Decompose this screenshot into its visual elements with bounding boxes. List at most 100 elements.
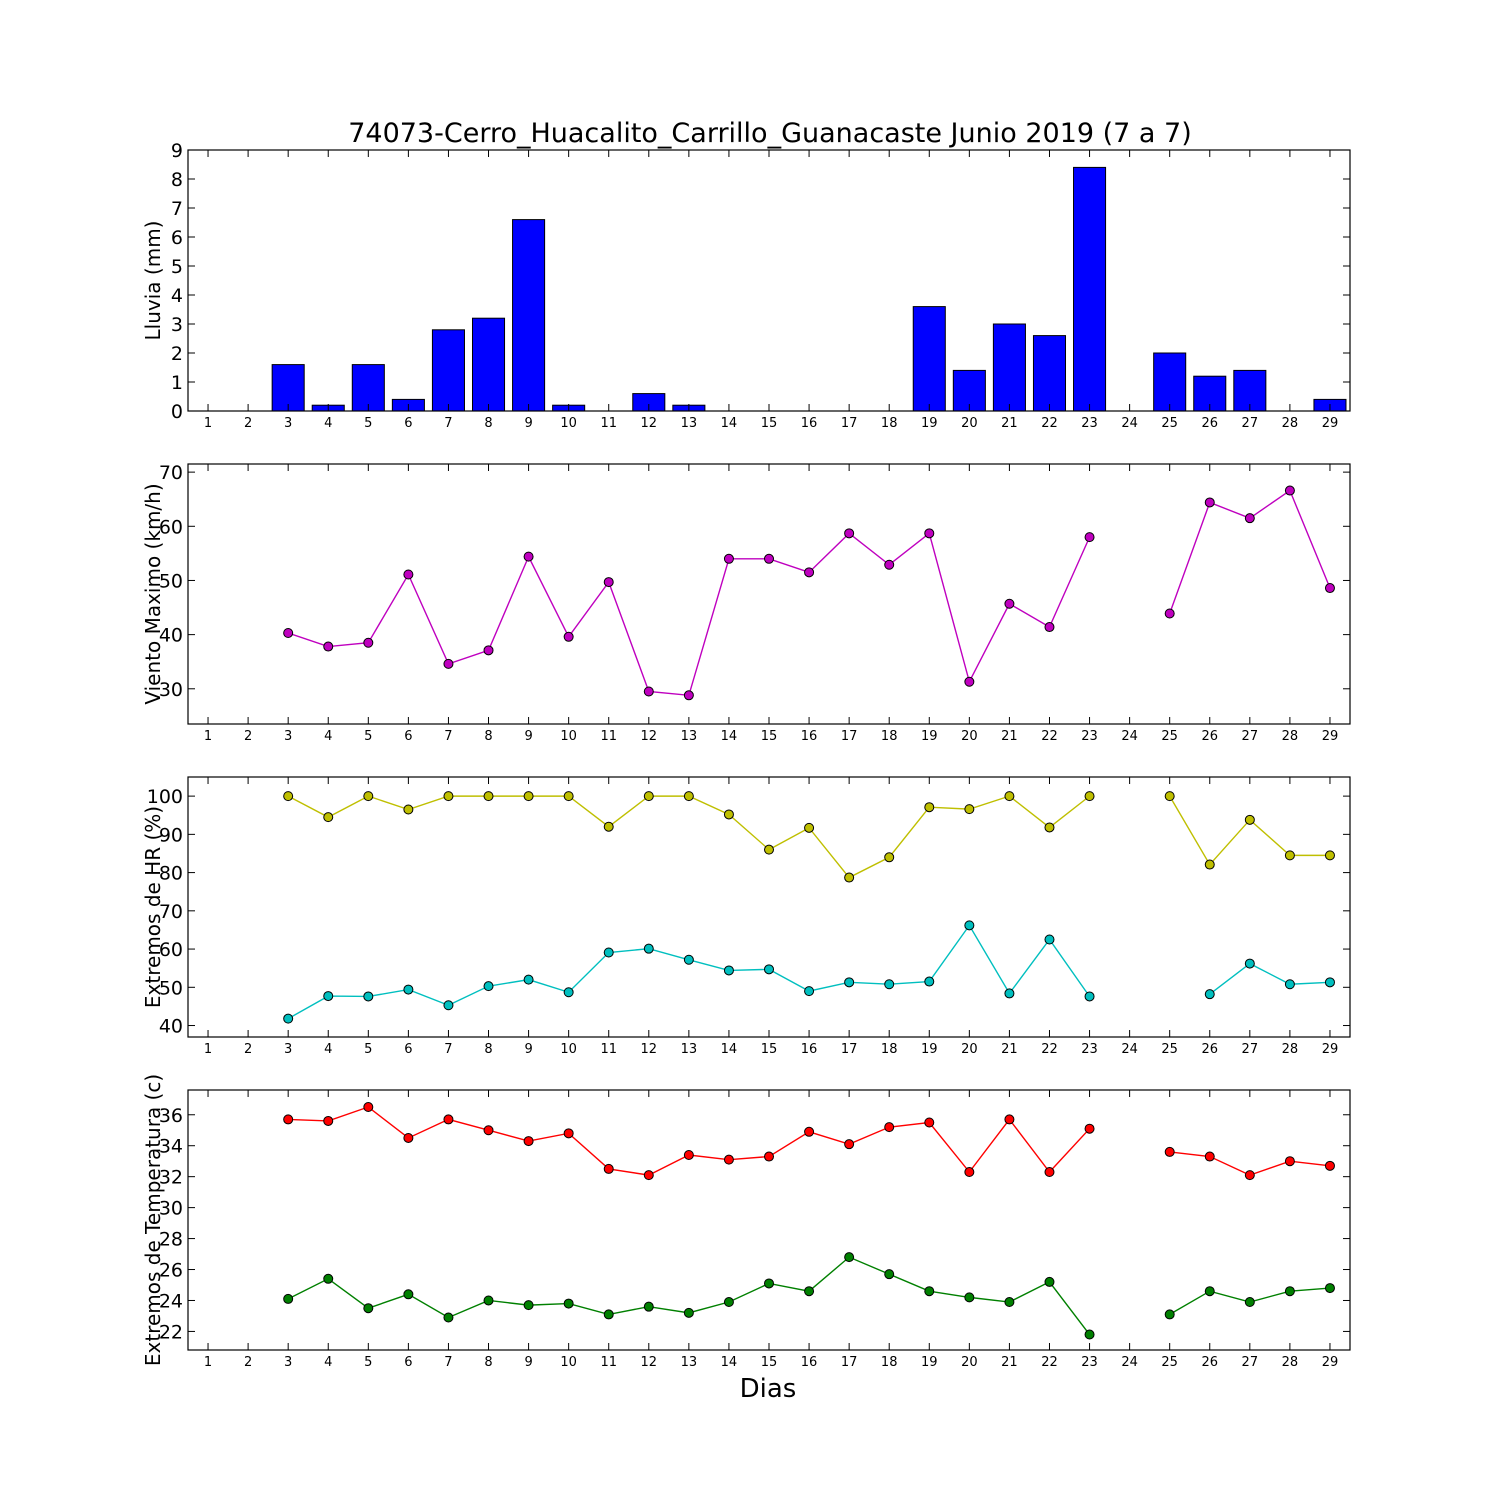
y-tick-label: 0 bbox=[171, 401, 183, 423]
point-series-1-day-22 bbox=[1044, 622, 1055, 633]
point-series-1-day-28 bbox=[1284, 850, 1295, 861]
x-tick-label: 27 bbox=[1242, 416, 1259, 431]
point-series-1-day-18 bbox=[884, 559, 895, 570]
bar-day-22 bbox=[1032, 335, 1067, 412]
series-1-line bbox=[287, 532, 1091, 697]
chart-title: 74073-Cerro_Huacalito_Carrillo_Guanacast… bbox=[348, 118, 1192, 149]
point-series-1-day-22 bbox=[1044, 822, 1055, 833]
x-tick-label: 21 bbox=[1001, 416, 1018, 431]
point-series-2-day-26 bbox=[1204, 989, 1215, 1000]
point-series-1-day-15 bbox=[764, 553, 774, 564]
point-series-2-day-21 bbox=[1004, 988, 1015, 999]
x-tick-label: 10 bbox=[560, 729, 577, 744]
x-tick-label: 21 bbox=[1001, 1042, 1018, 1057]
point-series-2-day-26 bbox=[1204, 1286, 1215, 1297]
point-series-1-day-4 bbox=[323, 641, 334, 652]
point-series-2-day-8 bbox=[483, 1295, 494, 1306]
point-series-2-day-5 bbox=[363, 1303, 374, 1314]
x-tick-label: 12 bbox=[641, 1042, 658, 1057]
x-tick-label: 9 bbox=[524, 1042, 532, 1057]
point-series-1-day-10 bbox=[563, 1128, 574, 1139]
point-series-1-day-14 bbox=[723, 1154, 734, 1165]
x-tick-label: 14 bbox=[721, 416, 738, 431]
point-series-1-day-3 bbox=[283, 628, 294, 638]
x-tick-label: 13 bbox=[681, 1042, 698, 1057]
series-1-line bbox=[1169, 489, 1331, 614]
point-series-1-day-8 bbox=[483, 791, 494, 802]
x-tick-label: 1 bbox=[204, 1042, 212, 1057]
point-series-2-day-18 bbox=[884, 979, 895, 990]
x-tick-label: 9 bbox=[524, 729, 532, 744]
point-series-2-day-9 bbox=[523, 974, 534, 985]
x-tick-label: 20 bbox=[961, 1355, 978, 1370]
x-tick-label: 3 bbox=[284, 416, 292, 431]
point-series-2-day-7 bbox=[443, 1312, 454, 1323]
panel-4: Extremos de Temperatura (c)2224262830323… bbox=[141, 1074, 1351, 1370]
x-tick-label: 14 bbox=[721, 729, 738, 744]
point-series-2-day-6 bbox=[403, 984, 414, 995]
x-tick-label: 29 bbox=[1322, 1355, 1339, 1370]
point-series-2-day-29 bbox=[1324, 1283, 1335, 1294]
x-tick-label: 5 bbox=[364, 1355, 372, 1370]
point-series-2-day-4 bbox=[323, 1273, 334, 1284]
y-tick-label: 5 bbox=[171, 256, 183, 278]
point-series-1-day-6 bbox=[403, 569, 414, 580]
x-tick-label: 23 bbox=[1081, 1355, 1098, 1370]
point-series-1-day-23 bbox=[1084, 791, 1095, 802]
series-2-line bbox=[287, 924, 1091, 1020]
x-tick-label: 26 bbox=[1201, 1355, 1218, 1370]
x-tick-label: 21 bbox=[1001, 1355, 1018, 1370]
point-series-1-day-9 bbox=[523, 1136, 534, 1147]
x-tick-label: 7 bbox=[444, 1042, 452, 1057]
point-series-1-day-26 bbox=[1204, 497, 1215, 508]
point-series-2-day-15 bbox=[764, 1278, 774, 1289]
x-tick-label: 27 bbox=[1242, 729, 1259, 744]
point-series-2-day-3 bbox=[283, 1013, 294, 1024]
x-tick-label: 8 bbox=[484, 729, 492, 744]
x-tick-label: 27 bbox=[1242, 1355, 1259, 1370]
x-tick-label: 6 bbox=[404, 1042, 412, 1057]
y-tick-label: 24 bbox=[159, 1290, 183, 1312]
x-tick-label: 16 bbox=[801, 729, 818, 744]
series-1-line bbox=[1169, 795, 1330, 866]
x-tick-label: 4 bbox=[324, 416, 332, 431]
x-tick-label: 6 bbox=[404, 416, 412, 431]
point-series-2-day-17 bbox=[844, 977, 855, 988]
x-tick-label: 15 bbox=[761, 729, 778, 744]
x-tick-label: 24 bbox=[1121, 729, 1138, 744]
y-axis-label: Extremos de Temperatura (c) bbox=[141, 1074, 165, 1366]
point-series-1-day-7 bbox=[443, 791, 454, 802]
x-axis-label: Dias bbox=[740, 1374, 797, 1404]
point-series-1-day-25 bbox=[1164, 1146, 1175, 1157]
point-series-1-day-8 bbox=[483, 645, 494, 656]
x-tick-label: 11 bbox=[600, 1355, 617, 1370]
y-tick-label: 32 bbox=[159, 1167, 183, 1189]
x-tick-label: 19 bbox=[921, 416, 938, 431]
point-series-2-day-14 bbox=[723, 965, 734, 976]
y-tick-label: 22 bbox=[159, 1321, 183, 1343]
point-series-2-day-22 bbox=[1044, 1276, 1055, 1287]
x-tick-label: 24 bbox=[1121, 1355, 1138, 1370]
y-axis-label: Extremos de HR (%) bbox=[141, 806, 165, 1008]
point-series-2-day-10 bbox=[563, 987, 574, 998]
point-series-2-day-23 bbox=[1084, 1329, 1095, 1340]
x-tick-label: 25 bbox=[1161, 416, 1178, 431]
x-tick-label: 25 bbox=[1161, 1042, 1178, 1057]
x-tick-label: 3 bbox=[284, 1355, 292, 1370]
point-series-1-day-16 bbox=[804, 822, 815, 833]
x-tick-label: 11 bbox=[600, 729, 617, 744]
x-tick-label: 8 bbox=[484, 1042, 492, 1057]
x-tick-label: 26 bbox=[1201, 1042, 1218, 1057]
x-tick-label: 15 bbox=[761, 1042, 778, 1057]
x-tick-label: 18 bbox=[881, 1042, 898, 1057]
x-tick-label: 2 bbox=[244, 729, 252, 744]
bar-day-23 bbox=[1073, 166, 1107, 412]
point-series-2-day-11 bbox=[603, 1309, 614, 1320]
y-tick-label: 30 bbox=[159, 1198, 183, 1220]
point-series-1-day-11 bbox=[603, 1163, 614, 1174]
point-series-1-day-27 bbox=[1244, 814, 1255, 825]
